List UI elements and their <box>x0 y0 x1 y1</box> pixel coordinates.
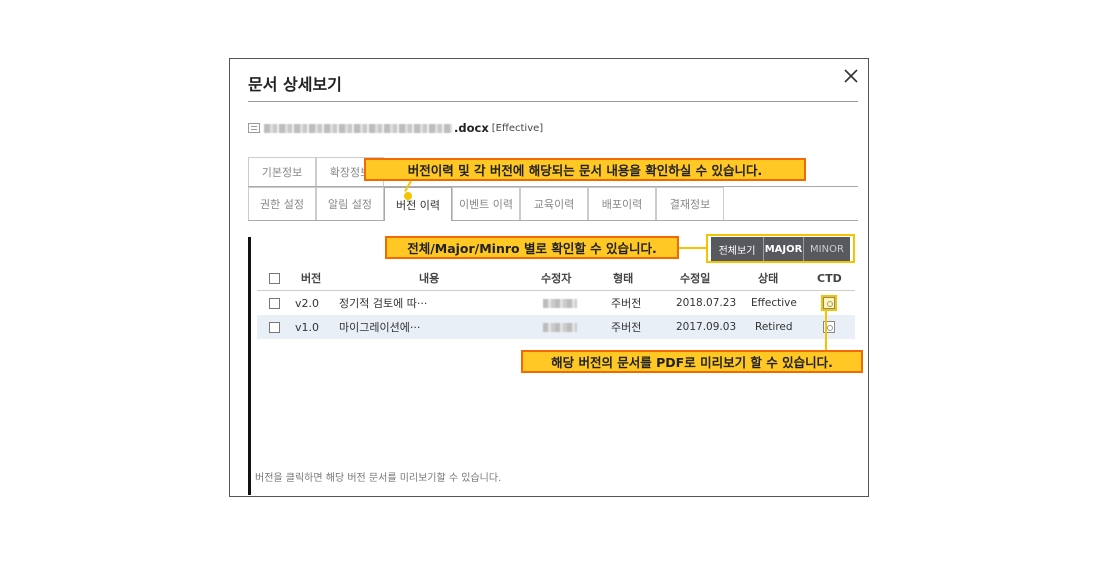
header-date: 수정일 <box>680 272 711 285</box>
tab-row-2: 권한 설정 알림 설정 버전 이력 이벤트 이력 교육이력 배포이력 결재정보 <box>248 187 858 221</box>
tab-notification-settings[interactable]: 알림 설정 <box>316 187 384 220</box>
header-content: 내용 <box>419 272 440 285</box>
close-icon[interactable] <box>842 67 860 85</box>
select-all-checkbox[interactable] <box>269 272 280 284</box>
document-icon <box>248 123 260 133</box>
row-content: 정기적 검토에 따··· <box>339 297 428 310</box>
callout-version-history: 버전이력 및 각 버전에 해당되는 문서 내용을 확인하실 수 있습니다. <box>364 158 806 181</box>
row-type: 주버전 <box>611 297 642 310</box>
row-type: 주버전 <box>611 321 642 334</box>
callout-filter: 전체/Major/Minro 별로 확인할 수 있습니다. <box>385 236 679 259</box>
filter-all-button[interactable]: 전체보기 <box>711 237 764 261</box>
file-info: .docx [Effective] <box>248 120 543 136</box>
table-row[interactable]: v1.0 마이그레이션에··· 주버전 2017.09.03 Retired <box>257 315 855 339</box>
tab-training-history[interactable]: 교육이력 <box>520 187 588 220</box>
filter-major-button[interactable]: MAJOR <box>764 237 804 261</box>
table-header: 버전 내용 수정자 형태 수정일 상태 CTD <box>257 266 855 291</box>
header-version: 버전 <box>301 272 322 285</box>
version-history-panel: 전체보기 MAJOR MINOR 버전 내용 수정자 형태 수정일 상태 CTD… <box>248 237 858 495</box>
row-content: 마이그레이션에··· <box>339 321 421 334</box>
row-date: 2018.07.23 <box>676 297 737 309</box>
header-editor: 수정자 <box>541 272 572 285</box>
header-type: 형태 <box>613 272 634 285</box>
preview-hint-text: 버전을 클릭하면 해당 버전 문서를 미리보기할 수 있습니다. <box>255 473 502 484</box>
filter-highlight-box <box>706 234 855 263</box>
row-version[interactable]: v1.0 <box>295 320 320 334</box>
header-ctd: CTD <box>817 271 842 285</box>
file-extension: .docx <box>454 121 489 135</box>
dialog-title: 문서 상세보기 <box>248 75 342 94</box>
row-status: Retired <box>755 321 793 333</box>
table-row[interactable]: v2.0 정기적 검토에 따··· 주버전 2018.07.23 Effecti… <box>257 291 855 315</box>
pdf-preview-icon[interactable] <box>821 295 837 311</box>
callout-pdf-preview: 해당 버전의 문서를 PDF로 미리보기 할 수 있습니다. <box>521 350 863 373</box>
row-checkbox[interactable] <box>269 321 280 333</box>
blurred-editor-name <box>543 322 577 332</box>
file-status: [Effective] <box>491 122 544 134</box>
document-detail-dialog: 문서 상세보기 .docx [Effective] 기본정보 확장정보 권한 설… <box>229 58 869 497</box>
row-status: Effective <box>751 297 797 309</box>
tab-event-history[interactable]: 이벤트 이력 <box>452 187 520 220</box>
row-checkbox[interactable] <box>269 297 280 309</box>
blurred-editor-name <box>543 298 577 308</box>
tab-version-history[interactable]: 버전 이력 <box>384 187 452 221</box>
version-table: 버전 내용 수정자 형태 수정일 상태 CTD v2.0 정기적 검토에 따··… <box>257 266 855 339</box>
tab-basic-info[interactable]: 기본정보 <box>248 157 316 186</box>
tab-approval-info[interactable]: 결재정보 <box>656 187 724 220</box>
callout-leader-line <box>825 310 827 350</box>
row-date: 2017.09.03 <box>676 321 737 333</box>
callout-leader-dot <box>404 192 412 200</box>
callout-leader-line <box>679 247 707 249</box>
header-status: 상태 <box>758 272 779 285</box>
blurred-file-name <box>264 123 452 133</box>
tab-permission-settings[interactable]: 권한 설정 <box>248 187 316 220</box>
title-divider <box>248 101 858 102</box>
tab-distribution-history[interactable]: 배포이력 <box>588 187 656 220</box>
filter-minor-button[interactable]: MINOR <box>810 243 844 255</box>
row-version[interactable]: v2.0 <box>295 296 320 310</box>
version-filter-group: 전체보기 MAJOR MINOR <box>711 237 850 261</box>
